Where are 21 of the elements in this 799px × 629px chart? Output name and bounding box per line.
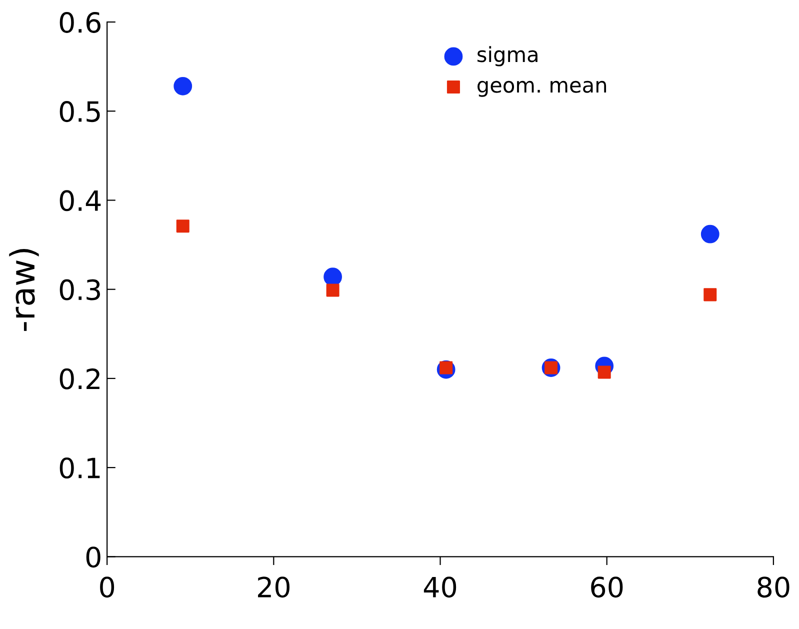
x-tick-label: 40 <box>424 576 456 598</box>
x-tick-label: 0 <box>100 576 114 598</box>
x-tick-label: 20 <box>258 576 290 598</box>
y-tick-label: 0.1 <box>60 457 100 479</box>
x-tick-label: 60 <box>591 576 623 598</box>
legend-label: sigma <box>478 46 538 66</box>
point <box>326 284 340 297</box>
point <box>598 366 611 379</box>
y-tick-label: 0.2 <box>60 368 100 390</box>
y-tick-label: 0 <box>86 546 100 568</box>
y-tick-label: 0.5 <box>60 101 100 122</box>
point <box>176 220 190 233</box>
y-tick-label: 0.3 <box>60 279 100 300</box>
point <box>174 76 192 96</box>
y-tick-label: 0.6 <box>60 12 100 33</box>
point <box>704 288 717 302</box>
y-axis-title: -raw) <box>9 248 39 331</box>
legend-label: geom. mean <box>478 80 606 97</box>
point <box>700 224 720 244</box>
x-tick-label: 80 <box>758 576 790 598</box>
y-tick-label: 0.4 <box>60 190 101 212</box>
